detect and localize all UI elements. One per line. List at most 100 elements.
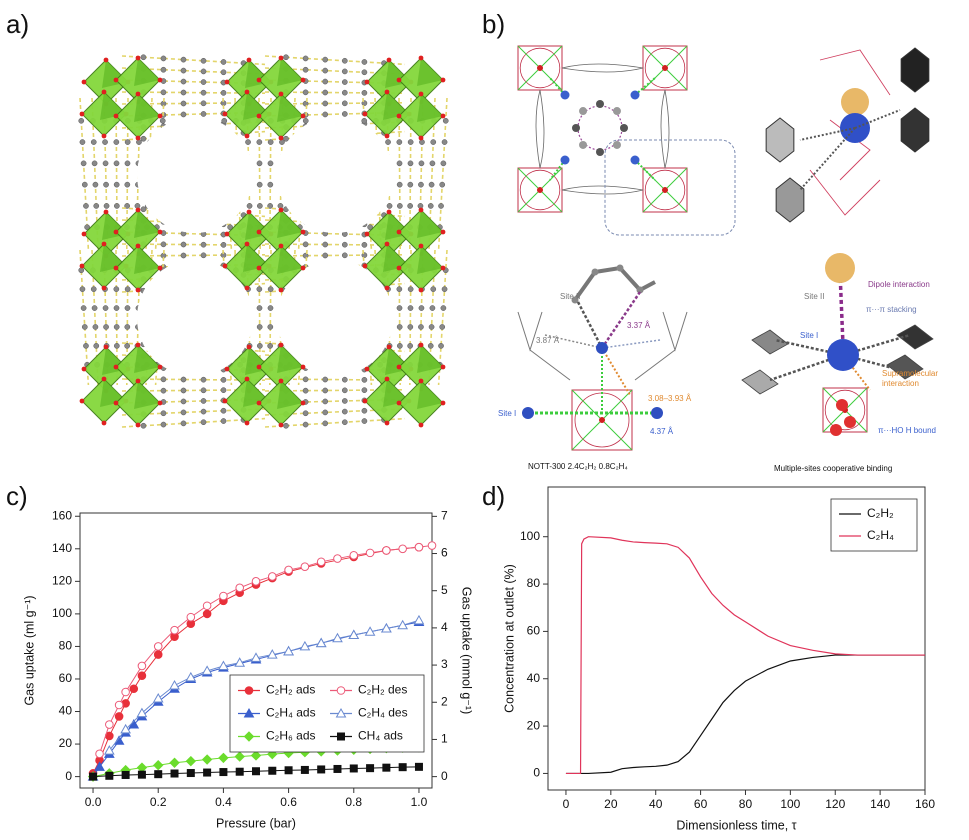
atom [160, 66, 167, 73]
octahedron-face [134, 345, 160, 373]
atom [256, 305, 263, 311]
atom [429, 160, 436, 167]
atom [180, 420, 187, 427]
x-tick-label: 40 [649, 797, 663, 811]
oxygen [135, 55, 141, 61]
oxygen [364, 366, 370, 372]
octahedron-face [134, 210, 160, 238]
data-point [129, 684, 139, 694]
y2-tick-label: 0 [441, 769, 448, 783]
oxygen [244, 420, 250, 426]
y-axis-label: Concentration at outlet (%) [502, 564, 516, 713]
y-tick-label: 80 [527, 576, 541, 590]
data-point [266, 649, 278, 659]
oxygen [278, 91, 284, 97]
oxygen [418, 342, 424, 348]
contact [576, 301, 604, 349]
atom [438, 343, 444, 349]
atom [322, 420, 329, 427]
atom [256, 139, 263, 145]
data-point [186, 769, 195, 778]
oxygen [246, 57, 252, 63]
y2-tick-label: 3 [441, 657, 448, 671]
atom [302, 117, 309, 124]
oxygen [244, 376, 250, 382]
atom [302, 241, 309, 248]
legend-label: C₂H₂ [867, 506, 894, 520]
atom [419, 139, 425, 145]
oxygen [364, 231, 370, 237]
linker [664, 89, 670, 169]
atom [616, 264, 624, 272]
oxygen [396, 77, 402, 83]
atom [397, 203, 403, 209]
oxygen [244, 89, 250, 95]
atom [407, 181, 414, 188]
oxygen [836, 399, 848, 411]
data-point [317, 765, 326, 774]
atom [180, 78, 187, 85]
atom [200, 241, 207, 248]
contact [838, 271, 845, 346]
binding-site-images [517, 45, 934, 451]
oxygen [830, 424, 842, 436]
data-point [137, 661, 147, 671]
metal-atom [537, 187, 543, 193]
atom [438, 203, 444, 209]
atom [256, 181, 263, 188]
atom [341, 57, 348, 64]
atom [102, 139, 108, 145]
oxygen [101, 420, 107, 426]
x-tick-label: 140 [870, 797, 890, 811]
metal-atom [662, 187, 668, 193]
oxygen [362, 263, 368, 269]
data-point [349, 764, 358, 773]
atom [418, 324, 424, 330]
pore [137, 117, 253, 233]
octahedron-face [277, 345, 303, 373]
atom [81, 181, 88, 188]
atom [79, 139, 86, 145]
atom [180, 89, 187, 96]
oxygen [278, 287, 284, 293]
oxygen [300, 113, 306, 119]
atom [220, 407, 227, 414]
atom [256, 160, 263, 167]
atom [124, 305, 131, 311]
data-point [413, 614, 425, 625]
atom [220, 59, 227, 65]
atom [361, 418, 368, 424]
plot-frame [547, 486, 926, 791]
octahedron-face [417, 345, 443, 373]
contact [842, 354, 871, 391]
atom [200, 57, 207, 64]
legend-label: C₂H₂ ads [266, 683, 315, 697]
atom [322, 89, 329, 96]
metal-atom [662, 65, 668, 71]
y2-axis-label: Gas uptake (mmol g⁻¹) [460, 587, 474, 714]
atom [636, 286, 644, 294]
oxygen [278, 422, 284, 428]
oxygen [384, 133, 390, 139]
aromatic-ring [741, 369, 779, 395]
atom [160, 89, 167, 96]
atom [428, 181, 435, 188]
data-point [203, 768, 212, 777]
series-line [565, 654, 925, 775]
atom [200, 79, 207, 85]
atom [103, 181, 109, 188]
oxygen [101, 133, 107, 139]
atom [579, 140, 588, 149]
data-point [114, 712, 124, 721]
atom [407, 139, 414, 145]
oxygen [113, 364, 119, 370]
atom [140, 422, 147, 429]
series-line [565, 536, 925, 775]
oxygen [113, 400, 119, 406]
oxygen [384, 285, 390, 291]
atom [571, 296, 579, 304]
atom [78, 117, 85, 124]
atom [200, 68, 207, 75]
data-point [169, 757, 180, 768]
atom [341, 79, 348, 85]
